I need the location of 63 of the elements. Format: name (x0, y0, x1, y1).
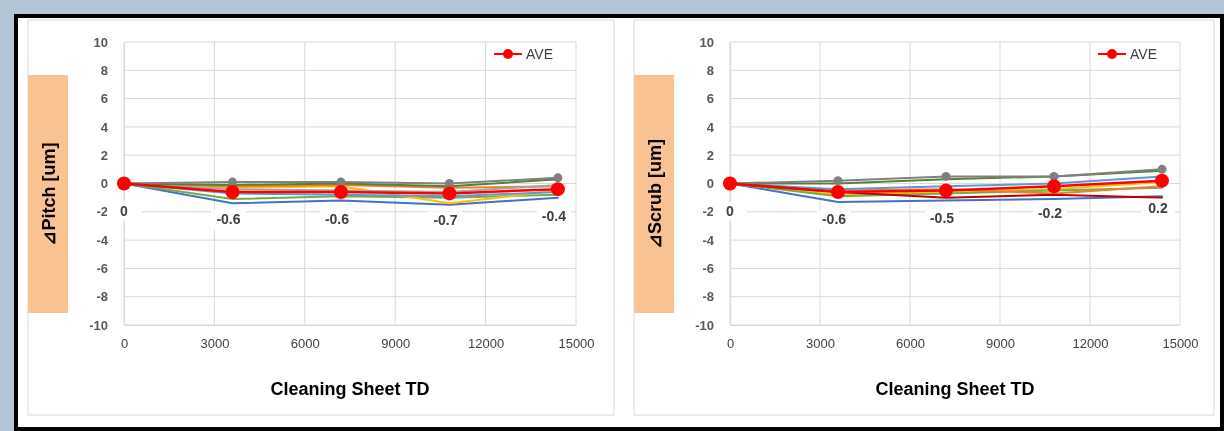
y-tick-label: -10 (89, 317, 108, 333)
x-tick-label: 9000 (381, 336, 411, 352)
y-axis-title: ⊿Scrub [um] (645, 138, 665, 250)
x-tick-label: 0 (120, 336, 129, 352)
point (1157, 164, 1167, 174)
point (550, 182, 565, 197)
point (833, 176, 843, 186)
x-tick-label: 3000 (200, 336, 230, 352)
data-label: -0.6 (216, 210, 241, 227)
x-tick-label: 9000 (986, 336, 1015, 352)
y-tick-label: 2 (100, 147, 108, 163)
point (1155, 173, 1169, 188)
y-tick-label: 0 (706, 176, 714, 192)
y-tick-label: -2 (702, 204, 714, 220)
y-tick-label: 6 (706, 91, 714, 107)
point (442, 186, 457, 201)
point (1047, 179, 1061, 194)
y-tick-label: -6 (702, 261, 714, 277)
y-tick-label: -4 (702, 232, 715, 248)
y-tick-label: 10 (699, 34, 714, 50)
y-tick-label: -8 (702, 289, 714, 305)
data-label: 0.2 (1148, 199, 1168, 216)
x-tick-label: 6000 (896, 336, 925, 352)
data-label: 0 (120, 202, 129, 219)
x-tick-label: 0 (726, 336, 735, 352)
data-label: -0.6 (324, 210, 350, 227)
point (939, 183, 953, 198)
y-tick-label: 6 (100, 91, 108, 107)
y-tick-label: -6 (96, 261, 108, 277)
point (831, 185, 845, 199)
y-tick-label: 4 (706, 119, 715, 135)
data-label: 0 (726, 202, 735, 219)
point (553, 173, 563, 183)
x-tick-label: 6000 (290, 336, 320, 352)
y-tick-label: -8 (96, 289, 108, 305)
y-axis-title: ⊿Pitch [um] (39, 142, 59, 246)
data-label: -0.4 (541, 208, 567, 225)
x-tick-label: 15000 (1162, 336, 1199, 352)
point (333, 185, 348, 199)
y-tick-label: 4 (100, 119, 109, 135)
y-tick-label: -2 (96, 204, 108, 220)
data-label: -0.5 (929, 209, 955, 226)
legend-label: AVE (526, 46, 553, 62)
x-axis-title: Cleaning Sheet TD (875, 379, 1035, 399)
point (444, 179, 454, 188)
data-label: -0.6 (821, 210, 847, 227)
y-tick-label: -10 (695, 317, 714, 333)
y-tick-label: 10 (93, 34, 108, 50)
x-tick-label: 12000 (468, 336, 505, 352)
x-tick-label: 12000 (1072, 336, 1109, 352)
x-axis-title: Cleaning Sheet TD (270, 379, 430, 399)
x-tick-label: 15000 (558, 336, 595, 352)
y-tick-label: 0 (100, 176, 108, 192)
legend-label: AVE (1130, 46, 1157, 62)
y-tick-label: 8 (100, 62, 108, 78)
point (225, 185, 240, 199)
y-tick-label: -4 (96, 232, 109, 248)
x-tick-label: 3000 (806, 336, 835, 352)
y-tick-label: 8 (706, 62, 714, 78)
y-tick-label: 2 (706, 147, 714, 163)
data-label: -0.7 (433, 212, 458, 229)
data-label: -0.2 (1037, 205, 1063, 222)
point (941, 171, 951, 181)
